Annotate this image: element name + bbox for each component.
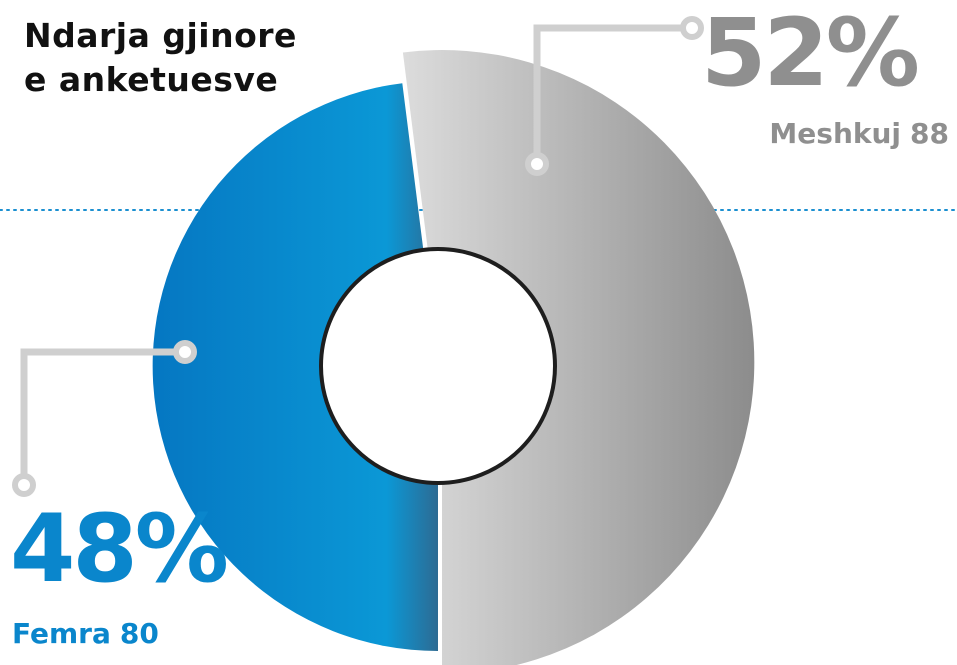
caption-femra-label: Femra <box>12 617 111 650</box>
callout-dot-femra-outer <box>12 473 36 497</box>
chart-title: Ndarja gjinore e anketuesve <box>24 14 297 102</box>
percent-label-femra: 48% <box>10 495 229 604</box>
percent-label-meshkuj: 52% <box>701 0 920 108</box>
callout-line-femra <box>20 348 185 485</box>
callout-dot-meshkuj-inner <box>525 152 549 176</box>
slice-femra <box>152 83 438 652</box>
caption-meshkuj-count: 88 <box>910 117 949 150</box>
caption-meshkuj: Meshkuj 88 <box>769 117 949 151</box>
callout-dot-meshkuj-outer <box>680 16 704 40</box>
chart-title-line-1: Ndarja gjinore <box>24 16 297 55</box>
donut-hole <box>319 247 557 485</box>
caption-femra-count: 80 <box>119 617 159 650</box>
callout-dot-femra-inner <box>173 340 197 364</box>
slice-meshkuj <box>402 50 755 665</box>
chart-title-line-2: e anketuesve <box>24 60 279 99</box>
caption-femra: Femra 80 <box>12 617 159 651</box>
caption-meshkuj-label: Meshkuj <box>769 117 902 150</box>
callout-line-meshkuj <box>533 24 690 164</box>
